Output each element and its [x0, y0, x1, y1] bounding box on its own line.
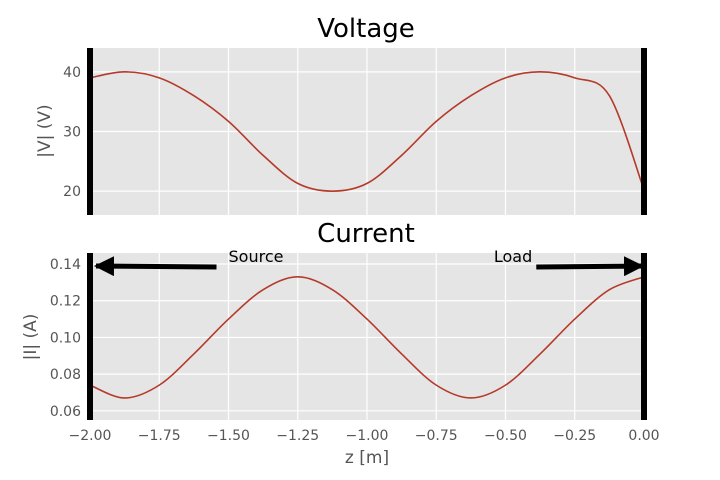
current-y-axis-label: |I| (A) [21, 314, 41, 361]
y-tick-label: 0.08 [50, 367, 81, 383]
y-tick-label: 0.10 [50, 330, 81, 346]
current-title: Current [317, 219, 415, 249]
y-tick-label: 40 [63, 65, 81, 81]
current-walls [87, 253, 647, 420]
x-tick-label: −0.50 [484, 428, 527, 444]
x-tick-label: −1.25 [276, 428, 319, 444]
annotation-arrow [94, 256, 217, 277]
x-tick-label: −1.75 [138, 428, 181, 444]
voltage-walls [87, 48, 647, 215]
voltage-y-axis-label: |V| (V) [35, 104, 55, 157]
y-tick-label: 0.12 [50, 294, 81, 310]
current-annotations: Source Load [94, 247, 644, 277]
x-tick-label: −2.00 [69, 428, 112, 444]
x-tick-label: −1.50 [207, 428, 250, 444]
annotation-label: Load [494, 247, 532, 266]
annotation-label: Source [229, 247, 284, 266]
annotation-arrow [536, 256, 644, 277]
y-tick-label: 0.06 [50, 404, 81, 420]
y-tick-label: 0.14 [50, 257, 81, 273]
voltage-title: Voltage [317, 14, 415, 44]
current-curves [89, 276, 645, 399]
series-line [89, 71, 645, 192]
x-tick-label: −0.75 [415, 428, 458, 444]
series-line [89, 276, 645, 399]
x-tick-label: −0.25 [553, 428, 596, 444]
x-tick-label: 0.00 [628, 428, 659, 444]
x-axis-label: z [m] [345, 448, 389, 468]
voltage-curves [89, 71, 645, 192]
current-subplot: Current 0.060.080.100.120.14 Source Load … [21, 219, 660, 468]
current-y-ticks: 0.06 0.08 0.10 0.12 0.14 [50, 257, 81, 420]
current-x-ticks: −2.00 −1.75 −1.50 −1.25 −1.00 −0.75 −0.50 −0.25… [69, 428, 660, 444]
x-tick-label: −1.00 [346, 428, 389, 444]
y-tick-label: 30 [63, 125, 81, 141]
voltage-subplot: Voltage 20 30 40 |V| (V) [35, 14, 647, 215]
y-tick-label: 20 [63, 184, 81, 200]
voltage-y-ticks: 20 30 40 [63, 65, 81, 200]
